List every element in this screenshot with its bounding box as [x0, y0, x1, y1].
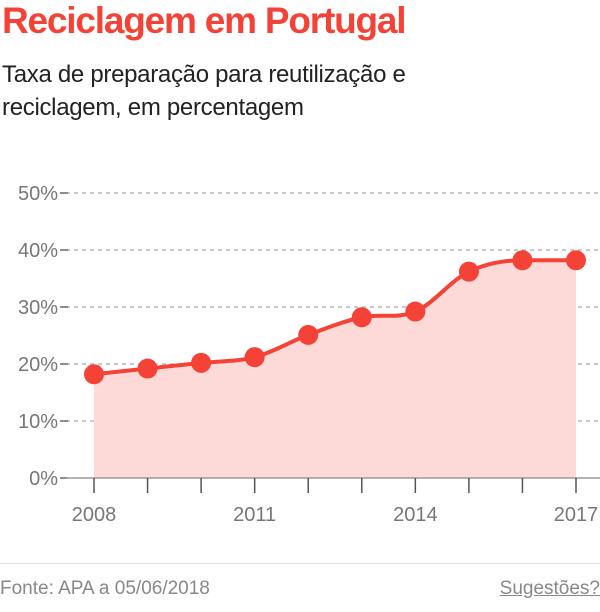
- chart-subtitle: Taxa de preparação para reutilização e r…: [2, 61, 406, 121]
- data-point: [298, 324, 319, 345]
- data-point: [137, 358, 158, 379]
- chart-title: Reciclagem em Portugal: [2, 0, 407, 41]
- data-point: [566, 250, 586, 271]
- footer-divider: [0, 563, 600, 564]
- x-tick-label: 2011: [233, 504, 276, 526]
- suggestions-link[interactable]: Sugestões?: [499, 578, 600, 599]
- y-tick-label: 10%: [18, 411, 58, 433]
- y-tick-label: 50%: [18, 183, 58, 205]
- x-tick-label: 2014: [393, 504, 438, 526]
- data-point: [512, 250, 533, 271]
- x-tick-label: 2017: [554, 504, 599, 526]
- source-text: Fonte: APA a 05/06/2018: [0, 578, 210, 599]
- data-point: [405, 301, 426, 322]
- series-line: [93, 258, 576, 377]
- y-tick-label: 30%: [18, 297, 58, 319]
- data-point: [244, 347, 265, 368]
- y-tick-label: 0%: [29, 468, 58, 490]
- x-tick-label: 2008: [72, 504, 117, 526]
- y-tick-label: 40%: [18, 240, 58, 262]
- y-tick-label: 20%: [18, 354, 58, 376]
- data-point: [84, 364, 104, 385]
- chart: 0% 10% 20% 30% 40% 50% 2008 2011 2014 2017: [18, 183, 600, 526]
- data-point: [191, 352, 212, 373]
- data-point: [351, 307, 372, 328]
- data-point: [458, 261, 479, 282]
- area-fill: [94, 260, 576, 478]
